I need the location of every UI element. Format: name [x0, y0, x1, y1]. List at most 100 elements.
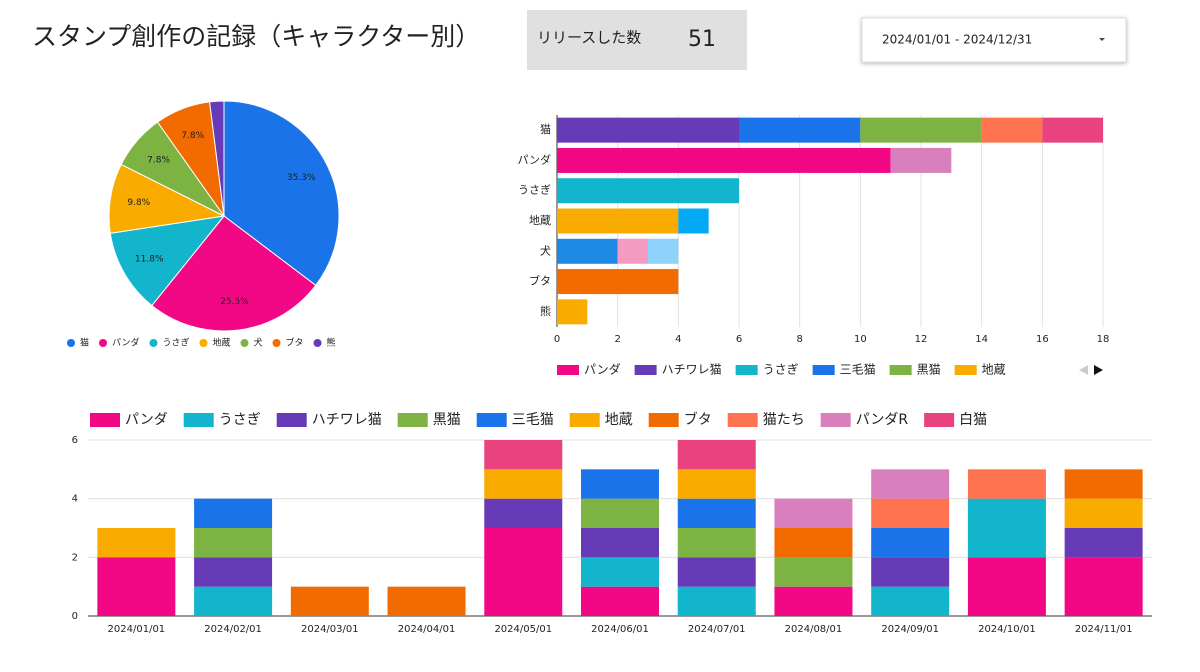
x-tick-label: 2024/10/01 [978, 624, 1036, 635]
y-tick-label: 6 [72, 435, 78, 446]
legend-label: 猫たち [763, 412, 805, 428]
bar-segment [581, 528, 659, 558]
y-tick-label: 猫 [540, 123, 551, 136]
slice-label: 35.3% [287, 173, 316, 183]
bar-segment [871, 469, 950, 499]
legend-next[interactable] [1094, 365, 1103, 375]
x-tick-label: 14 [975, 334, 988, 345]
legend-prev[interactable] [1079, 365, 1088, 375]
bar-segment [774, 586, 853, 616]
legend-label: うさぎ [162, 337, 189, 349]
bar-segment [967, 557, 1046, 616]
bar-segment [557, 269, 679, 295]
x-tick-label: 16 [1036, 334, 1049, 345]
bar-segment [871, 557, 950, 587]
bar-segment [484, 440, 563, 470]
legend-label: ブタ [286, 337, 304, 349]
date-picker[interactable] [861, 17, 1127, 63]
pie-slice [209, 100, 225, 217]
legend-swatch [313, 339, 322, 347]
bar-segment [981, 117, 1043, 143]
legend-label: 犬 [254, 337, 263, 349]
y-tick-label: 熊 [540, 304, 551, 318]
slice-label: 7.8% [181, 131, 204, 141]
legend-label: 地蔵 [605, 412, 633, 428]
legend-swatch [476, 413, 507, 427]
bar-segment [871, 528, 950, 558]
bar-segment [581, 469, 659, 499]
date-range[interactable]: 2024/01/01 - 2024/12/31 [882, 33, 1032, 47]
legend-swatch [954, 365, 977, 375]
bar-segment [1064, 469, 1143, 499]
legend-swatch [149, 339, 158, 347]
legend-swatch [90, 413, 120, 427]
bar-segment [387, 586, 466, 616]
y-tick-label: 2 [72, 552, 78, 563]
legend-swatch [199, 339, 208, 347]
bar-segment [557, 238, 618, 264]
dropdown-icon[interactable] [1099, 38, 1105, 41]
y-tick-label: うさぎ [518, 183, 551, 197]
bar-segment [967, 469, 1046, 499]
legend-swatch [569, 413, 600, 427]
legend-swatch [812, 365, 835, 375]
legend-label: 猫 [80, 337, 89, 349]
bar-segment [739, 117, 861, 143]
legend-label: うさぎ [219, 412, 261, 428]
x-tick-label: 0 [554, 334, 560, 345]
legend-label: 黒猫 [917, 363, 941, 377]
x-tick-label: 2024/01/01 [108, 624, 166, 635]
legend-swatch [924, 413, 955, 427]
x-tick-label: 2024/05/01 [494, 624, 552, 635]
bar-segment [557, 117, 739, 143]
bar-segment [677, 498, 756, 528]
legend-label: パンダ [112, 337, 139, 349]
bar-segment [194, 586, 273, 616]
legend-label: パンダ [584, 362, 621, 377]
bar-segment [194, 498, 273, 528]
bar-segment [484, 498, 563, 528]
pie-slice [223, 100, 340, 287]
y-tick-label: 4 [72, 494, 78, 505]
bar-segment [97, 557, 176, 616]
legend-swatch [889, 365, 912, 375]
bar-segment [871, 498, 950, 528]
slice-label: 25.5% [220, 297, 249, 307]
x-tick-label: 2024/02/01 [204, 624, 262, 635]
bar-segment [774, 557, 853, 587]
bar-segment [967, 498, 1046, 558]
pie-slice [109, 215, 226, 307]
bar-segment [774, 528, 853, 558]
bar-segment [677, 586, 756, 616]
x-tick-label: 2024/11/01 [1075, 624, 1133, 635]
legend-swatch [183, 413, 214, 427]
legend-label: ハチワレ猫 [662, 363, 722, 377]
bar-segment [1064, 498, 1143, 528]
legend-swatch [634, 365, 657, 375]
x-tick-label: 8 [796, 334, 802, 345]
legend-swatch [276, 413, 307, 427]
pie-slice [151, 215, 317, 332]
bar-segment [890, 147, 952, 173]
bar-segment [860, 117, 982, 143]
legend-label: 地蔵 [212, 337, 230, 349]
legend-label: 地蔵 [982, 363, 1006, 377]
bar-segment [648, 238, 679, 264]
scorecard-label: リリースした数 [537, 29, 641, 47]
x-tick-label: 10 [854, 334, 867, 345]
legend-label: ブタ [684, 411, 712, 428]
legend-label: 白猫 [959, 412, 987, 428]
slice-label: 7.8% [147, 155, 170, 165]
x-tick-label: 6 [736, 334, 742, 345]
bar-segment [678, 208, 709, 234]
x-tick-label: 2024/03/01 [301, 624, 359, 635]
legend-swatch [67, 339, 75, 347]
y-tick-label: ブタ [529, 274, 551, 288]
bar-segment [1042, 117, 1103, 143]
bar-segment [677, 528, 756, 558]
bar-segment [677, 469, 756, 499]
legend-swatch [735, 365, 758, 375]
legend-swatch [648, 413, 679, 427]
bar-segment [484, 469, 563, 499]
